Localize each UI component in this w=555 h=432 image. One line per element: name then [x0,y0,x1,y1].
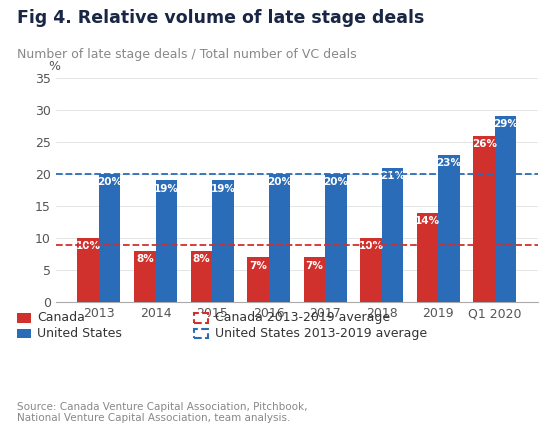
Bar [155,181,177,302]
Text: Canada 2013-2019 average: Canada 2013-2019 average [215,311,390,324]
Text: 20%: 20% [324,177,349,187]
Bar [325,174,347,302]
Text: 21%: 21% [380,171,405,181]
Bar [78,238,99,302]
Text: 29%: 29% [493,120,518,130]
Text: %: % [48,60,60,73]
Bar [417,213,438,302]
Text: 7%: 7% [249,260,267,271]
Bar [473,136,495,302]
Text: 19%: 19% [210,184,235,194]
Bar [134,251,155,302]
Text: 19%: 19% [154,184,179,194]
Bar [190,251,212,302]
Text: 20%: 20% [267,177,292,187]
Text: 10%: 10% [75,241,100,251]
Bar [212,181,234,302]
Bar [269,174,290,302]
Bar [304,257,325,302]
Text: 8%: 8% [193,254,210,264]
Text: United States 2013-2019 average: United States 2013-2019 average [215,327,427,340]
Text: 7%: 7% [305,260,324,271]
Text: Fig 4. Relative volume of late stage deals: Fig 4. Relative volume of late stage dea… [17,9,424,27]
Text: Source: Canada Venture Capital Association, Pitchbook,
National Venture Capital : Source: Canada Venture Capital Associati… [17,402,307,423]
Text: 23%: 23% [437,158,462,168]
Bar [382,168,403,302]
Bar [495,116,516,302]
Text: 26%: 26% [472,139,497,149]
Text: Canada: Canada [37,311,85,324]
Bar [247,257,269,302]
Text: 8%: 8% [136,254,154,264]
Bar [438,155,460,302]
Text: Number of late stage deals / Total number of VC deals: Number of late stage deals / Total numbe… [17,48,356,60]
Text: 10%: 10% [359,241,384,251]
Bar [360,238,382,302]
Text: 14%: 14% [415,216,440,226]
Text: 20%: 20% [97,177,122,187]
Bar [99,174,120,302]
Text: United States: United States [37,327,122,340]
